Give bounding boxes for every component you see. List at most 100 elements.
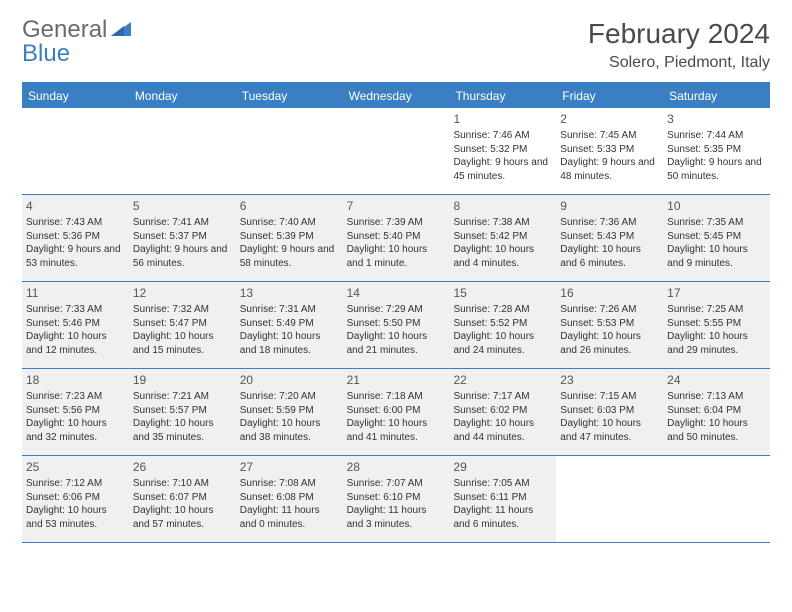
day-number: 3	[667, 111, 766, 127]
day-cell: 23Sunrise: 7:15 AMSunset: 6:03 PMDayligh…	[556, 369, 663, 455]
sunrise-text: Sunrise: 7:12 AM	[26, 477, 125, 491]
sunset-text: Sunset: 6:00 PM	[347, 404, 446, 418]
sunrise-text: Sunrise: 7:43 AM	[26, 216, 125, 230]
sunrise-text: Sunrise: 7:29 AM	[347, 303, 446, 317]
daylight-text: Daylight: 10 hours and 4 minutes.	[453, 243, 552, 270]
day-cell: 14Sunrise: 7:29 AMSunset: 5:50 PMDayligh…	[343, 282, 450, 368]
location: Solero, Piedmont, Italy	[588, 54, 770, 72]
day-number: 22	[453, 372, 552, 388]
sunrise-text: Sunrise: 7:40 AM	[240, 216, 339, 230]
sunrise-text: Sunrise: 7:46 AM	[453, 129, 552, 143]
sunset-text: Sunset: 5:42 PM	[453, 230, 552, 244]
daylight-text: Daylight: 9 hours and 53 minutes.	[26, 243, 125, 270]
day-cell: 18Sunrise: 7:23 AMSunset: 5:56 PMDayligh…	[22, 369, 129, 455]
day-number: 6	[240, 198, 339, 214]
logo: GeneralBlue	[22, 18, 133, 66]
daylight-text: Daylight: 9 hours and 50 minutes.	[667, 156, 766, 183]
day-number: 15	[453, 285, 552, 301]
sunrise-text: Sunrise: 7:45 AM	[560, 129, 659, 143]
day-number: 21	[347, 372, 446, 388]
day-number: 19	[133, 372, 232, 388]
title-block: February 2024 Solero, Piedmont, Italy	[588, 18, 770, 72]
sunset-text: Sunset: 5:39 PM	[240, 230, 339, 244]
sunset-text: Sunset: 5:56 PM	[26, 404, 125, 418]
sunset-text: Sunset: 5:53 PM	[560, 317, 659, 331]
week-row: 11Sunrise: 7:33 AMSunset: 5:46 PMDayligh…	[22, 282, 770, 369]
day-number: 27	[240, 459, 339, 475]
sunrise-text: Sunrise: 7:33 AM	[26, 303, 125, 317]
day-cell: 1Sunrise: 7:46 AMSunset: 5:32 PMDaylight…	[449, 108, 556, 194]
sunrise-text: Sunrise: 7:44 AM	[667, 129, 766, 143]
empty-cell	[129, 108, 236, 194]
day-cell: 11Sunrise: 7:33 AMSunset: 5:46 PMDayligh…	[22, 282, 129, 368]
weeks-container: 1Sunrise: 7:46 AMSunset: 5:32 PMDaylight…	[22, 108, 770, 543]
day-cell: 3 Sunrise: 7:44 AMSunset: 5:35 PMDaylight…	[663, 108, 770, 194]
sunrise-text: Sunrise: 7:35 AM	[667, 216, 766, 230]
daylight-text: Daylight: 10 hours and 32 minutes.	[26, 417, 125, 444]
daylight-text: Daylight: 10 hours and 24 minutes.	[453, 330, 552, 357]
day-number: 13	[240, 285, 339, 301]
sunset-text: Sunset: 5:40 PM	[347, 230, 446, 244]
daylight-text: Daylight: 11 hours and 0 minutes.	[240, 504, 339, 531]
day-cell: 12Sunrise: 7:32 AMSunset: 5:47 PMDayligh…	[129, 282, 236, 368]
day-number: 25	[26, 459, 125, 475]
sunrise-text: Sunrise: 7:38 AM	[453, 216, 552, 230]
day-cell: 7Sunrise: 7:39 AMSunset: 5:40 PMDaylight…	[343, 195, 450, 281]
sunset-text: Sunset: 5:32 PM	[453, 143, 552, 157]
day-header-cell: Saturday	[663, 84, 770, 108]
daylight-text: Daylight: 10 hours and 44 minutes.	[453, 417, 552, 444]
day-number: 14	[347, 285, 446, 301]
sunset-text: Sunset: 5:55 PM	[667, 317, 766, 331]
sunset-text: Sunset: 5:52 PM	[453, 317, 552, 331]
day-number: 7	[347, 198, 446, 214]
day-cell: 19Sunrise: 7:21 AMSunset: 5:57 PMDayligh…	[129, 369, 236, 455]
sunrise-text: Sunrise: 7:31 AM	[240, 303, 339, 317]
day-number: 17	[667, 285, 766, 301]
day-header-cell: Wednesday	[343, 84, 450, 108]
day-cell: 10Sunrise: 7:35 AMSunset: 5:45 PMDayligh…	[663, 195, 770, 281]
day-number: 23	[560, 372, 659, 388]
daylight-text: Daylight: 10 hours and 21 minutes.	[347, 330, 446, 357]
empty-cell	[236, 108, 343, 194]
sunset-text: Sunset: 5:45 PM	[667, 230, 766, 244]
daylight-text: Daylight: 10 hours and 29 minutes.	[667, 330, 766, 357]
day-cell: 20Sunrise: 7:20 AMSunset: 5:59 PMDayligh…	[236, 369, 343, 455]
day-number: 18	[26, 372, 125, 388]
sunset-text: Sunset: 5:37 PM	[133, 230, 232, 244]
sunrise-text: Sunrise: 7:18 AM	[347, 390, 446, 404]
sunrise-text: Sunrise: 7:17 AM	[453, 390, 552, 404]
month-title: February 2024	[588, 18, 770, 50]
day-header-cell: Thursday	[449, 84, 556, 108]
day-cell: 28Sunrise: 7:07 AMSunset: 6:10 PMDayligh…	[343, 456, 450, 542]
week-row: 25Sunrise: 7:12 AMSunset: 6:06 PMDayligh…	[22, 456, 770, 543]
daylight-text: Daylight: 11 hours and 3 minutes.	[347, 504, 446, 531]
sunset-text: Sunset: 5:47 PM	[133, 317, 232, 331]
empty-cell	[343, 108, 450, 194]
week-row: 18Sunrise: 7:23 AMSunset: 5:56 PMDayligh…	[22, 369, 770, 456]
sunrise-text: Sunrise: 7:36 AM	[560, 216, 659, 230]
day-cell: 25Sunrise: 7:12 AMSunset: 6:06 PMDayligh…	[22, 456, 129, 542]
sunrise-text: Sunrise: 7:28 AM	[453, 303, 552, 317]
week-row: 1Sunrise: 7:46 AMSunset: 5:32 PMDaylight…	[22, 108, 770, 195]
day-number: 5	[133, 198, 232, 214]
sunset-text: Sunset: 5:35 PM	[667, 143, 766, 157]
sunset-text: Sunset: 5:43 PM	[560, 230, 659, 244]
day-cell: 22Sunrise: 7:17 AMSunset: 6:02 PMDayligh…	[449, 369, 556, 455]
calendar: SundayMondayTuesdayWednesdayThursdayFrid…	[22, 82, 770, 543]
sunrise-text: Sunrise: 7:20 AM	[240, 390, 339, 404]
day-cell: 2Sunrise: 7:45 AMSunset: 5:33 PMDaylight…	[556, 108, 663, 194]
day-header-cell: Friday	[556, 84, 663, 108]
sunset-text: Sunset: 6:07 PM	[133, 491, 232, 505]
sunrise-text: Sunrise: 7:10 AM	[133, 477, 232, 491]
sunset-text: Sunset: 6:08 PM	[240, 491, 339, 505]
daylight-text: Daylight: 10 hours and 35 minutes.	[133, 417, 232, 444]
sunset-text: Sunset: 6:11 PM	[453, 491, 552, 505]
day-cell: 16Sunrise: 7:26 AMSunset: 5:53 PMDayligh…	[556, 282, 663, 368]
day-number: 24	[667, 372, 766, 388]
daylight-text: Daylight: 11 hours and 6 minutes.	[453, 504, 552, 531]
sunset-text: Sunset: 6:10 PM	[347, 491, 446, 505]
sunset-text: Sunset: 5:36 PM	[26, 230, 125, 244]
day-cell: 21Sunrise: 7:18 AMSunset: 6:00 PMDayligh…	[343, 369, 450, 455]
day-number: 26	[133, 459, 232, 475]
day-cell: 15 Sunrise: 7:28 AMSunset: 5:52 PMDayligh…	[449, 282, 556, 368]
